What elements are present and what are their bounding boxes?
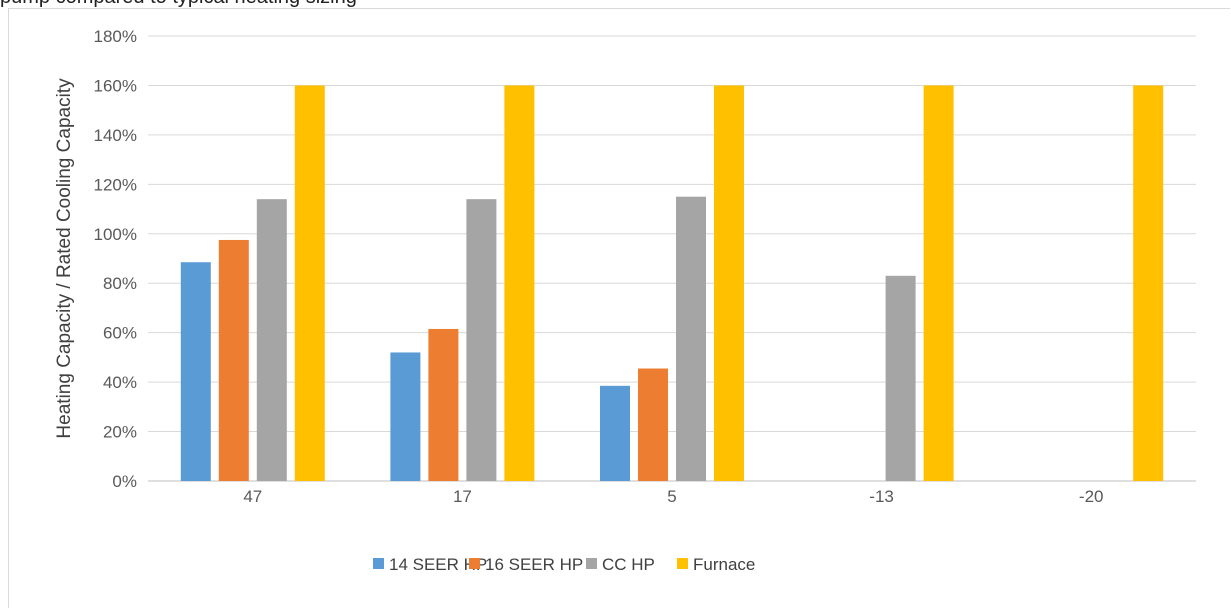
bar xyxy=(923,85,954,481)
y-tick-label: 0% xyxy=(112,472,137,491)
y-tick-label: 40% xyxy=(103,373,137,392)
bar xyxy=(638,368,668,481)
y-tick-label: 100% xyxy=(94,225,137,244)
bar xyxy=(714,85,744,481)
x-tick-labels: 47 17 5 -13 -20 xyxy=(243,487,1103,506)
bar xyxy=(885,275,916,481)
legend-swatch xyxy=(677,558,688,569)
bar xyxy=(180,262,211,481)
legend-swatch xyxy=(469,558,480,569)
y-axis-label: Heating Capacity / Rated Cooling Capacit… xyxy=(54,78,75,439)
bars xyxy=(180,85,1164,481)
bar xyxy=(1133,85,1164,481)
y-tick-label: 140% xyxy=(94,126,137,145)
y-tick-label: 120% xyxy=(94,175,137,194)
y-tick-label: 180% xyxy=(94,27,137,46)
legend-label: 14 SEER HP xyxy=(389,555,487,574)
caption-fragment: pump compared to typical heating sizing xyxy=(0,0,357,9)
legend-swatch xyxy=(373,558,384,569)
x-tick-label: 17 xyxy=(453,487,472,506)
x-tick-label: -13 xyxy=(869,487,894,506)
bar xyxy=(504,85,535,481)
legend-label: CC HP xyxy=(602,555,655,574)
y-tick-label: 160% xyxy=(94,76,137,95)
legend-swatch xyxy=(586,558,597,569)
chart-frame xyxy=(8,8,1230,608)
legend-label: Furnace xyxy=(693,555,755,574)
x-tick-label: -20 xyxy=(1079,487,1104,506)
bar xyxy=(600,385,630,481)
x-tick-label: 5 xyxy=(667,487,676,506)
bar xyxy=(390,352,421,481)
y-tick-label: 80% xyxy=(103,274,137,293)
bar xyxy=(256,199,287,481)
legend-label: 16 SEER HP xyxy=(485,555,583,574)
y-tick-labels: 0% 20% 40% 60% 80% 100% 120% 140% 160% 180% xyxy=(94,27,137,491)
y-tick-label: 60% xyxy=(103,324,137,343)
bar xyxy=(294,85,325,481)
bar xyxy=(676,196,706,481)
y-tick-label: 20% xyxy=(103,423,137,442)
bar xyxy=(218,239,249,481)
bar xyxy=(466,199,497,481)
x-tick-label: 47 xyxy=(243,487,262,506)
bar xyxy=(428,328,459,481)
